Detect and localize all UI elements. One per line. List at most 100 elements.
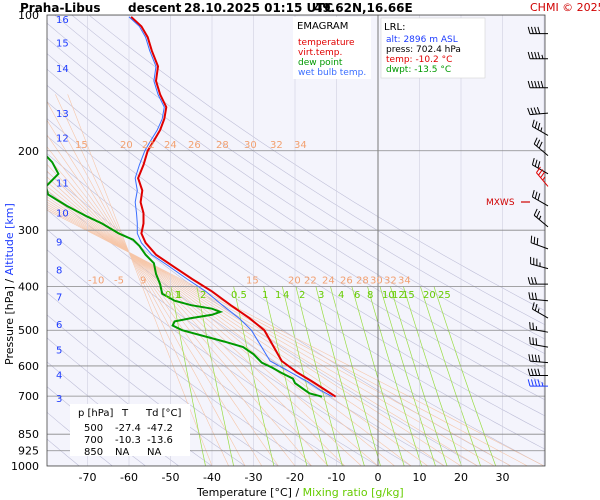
- barb-flag: [530, 368, 534, 376]
- barb-flag: [537, 26, 541, 34]
- table-cell: -47.2: [147, 423, 173, 434]
- y-axis-altitude-label: Altitude [km]: [3, 203, 16, 275]
- altitude-tick-label: 14: [56, 64, 69, 75]
- barb-flag: [530, 379, 534, 387]
- mixing-ratio-label: 15: [402, 290, 415, 301]
- barb-flag: [527, 26, 531, 34]
- pressure-tick-label: 400: [18, 281, 39, 294]
- wind-barb: [527, 107, 549, 116]
- table-cell: NA: [147, 447, 161, 458]
- table-cell: 700: [84, 435, 103, 446]
- table-cell: NA: [115, 447, 129, 458]
- moist-adiabat: [47, 186, 395, 466]
- table-cell: 500: [84, 423, 103, 434]
- barb-flag: [537, 122, 541, 130]
- isotherm-label: 26: [340, 276, 353, 287]
- moist-adiabat: [47, 119, 263, 466]
- wind-barb: [531, 302, 549, 319]
- barb-flag: [538, 141, 543, 149]
- wind-barb: [527, 51, 548, 60]
- header-datetime: 28.10.2025 01:15 UTC: [184, 1, 333, 15]
- wind-barb: [530, 256, 549, 270]
- altitude-tick-label: 16: [56, 15, 69, 26]
- barb-flag: [528, 292, 531, 300]
- moist-adiabat: [47, 199, 462, 466]
- isotherm-label: 32: [270, 140, 283, 151]
- moist-adiabat: [67, 94, 213, 466]
- dry-adiabat: [47, 84, 545, 417]
- wind-barb: [529, 336, 549, 348]
- moist-adiabat: [47, 134, 279, 466]
- table-cell: 850: [84, 447, 103, 458]
- barb-flag: [534, 51, 537, 59]
- barb-flag: [530, 26, 534, 34]
- mixing-ratio-label: 10: [382, 290, 395, 301]
- barb-flag: [530, 277, 534, 285]
- moist-adiabat: [47, 193, 428, 466]
- isotherm-label: 28: [216, 140, 229, 151]
- series-dew-point: [47, 155, 323, 398]
- barb-flag: [531, 189, 535, 198]
- isotherm-label: 22: [142, 140, 155, 151]
- isotherm-label: 24: [164, 140, 177, 151]
- barb-flag: [534, 26, 537, 34]
- legend-item: wet bulb temp.: [298, 68, 366, 78]
- barb-flag: [536, 237, 539, 245]
- x-axis-separator: /: [295, 486, 299, 499]
- wind-barb: [533, 208, 549, 228]
- moist-adiabat: [47, 206, 511, 466]
- barb-flag: [533, 107, 537, 115]
- wind-barb: [528, 292, 549, 302]
- barb-half-flag: [538, 215, 542, 220]
- isotherm-label: 24: [322, 276, 335, 287]
- isotherm-label: 32: [384, 276, 397, 287]
- mxws-label: MXWS: [486, 198, 515, 208]
- temperature-tick-label: -60: [120, 471, 138, 484]
- barb-flag: [533, 236, 536, 244]
- temperature-tick-label: 0: [375, 471, 382, 484]
- series-wet-bulb-temp-: [128, 16, 333, 398]
- isotherm-label: 34: [398, 276, 411, 287]
- temperature-tick-label: -50: [162, 471, 180, 484]
- header-coords: 49.62N,16.66E: [314, 1, 413, 15]
- pressure-tick-label: 925: [18, 445, 39, 458]
- altitude-tick-label: 8: [56, 266, 62, 277]
- barb-half-flag: [542, 176, 546, 181]
- moist-adiabat: [47, 209, 545, 466]
- altitude-tick-label: 6: [56, 320, 62, 331]
- isotherm-label: 30: [244, 140, 257, 151]
- barb-flag: [527, 379, 531, 387]
- isotherm-label: -5: [114, 276, 124, 287]
- mixing-ratio-label: 1: [176, 290, 182, 301]
- isotherm-label: 15: [75, 140, 88, 151]
- temperature-tick-label: -20: [286, 471, 304, 484]
- barb-flag: [531, 119, 535, 127]
- barb-flag: [537, 379, 541, 387]
- wind-barb: [529, 322, 549, 333]
- barb-flag: [535, 338, 538, 346]
- barb-flag: [527, 51, 531, 59]
- legend-item: temperature: [298, 38, 355, 48]
- barb-flag: [530, 80, 534, 88]
- temperature-tick-label: 10: [413, 471, 427, 484]
- mixing-ratio-label: 20: [423, 290, 436, 301]
- table-header: Td [°C]: [145, 408, 182, 419]
- header-station: Praha-Libus: [20, 1, 100, 15]
- mixing-ratio-label: 2: [200, 290, 206, 301]
- mixing-ratio-label: 2: [299, 290, 305, 301]
- plot-background: [47, 15, 545, 466]
- mixing-ratio-label: 1: [275, 290, 281, 301]
- dry-adiabat: [54, 15, 545, 340]
- barb-flag: [534, 121, 538, 129]
- altitude-tick-label: 10: [56, 208, 69, 219]
- altitude-tick-label: 3: [56, 394, 62, 405]
- legend-title: EMAGRAM: [297, 21, 348, 32]
- lrl-title: LRL:: [384, 22, 405, 33]
- lrl-line: temp: -10.2 °C: [386, 55, 452, 65]
- y-axis-separator: /: [3, 279, 16, 283]
- x-axis-temperature-label: Temperature [°C]: [196, 486, 292, 499]
- series-temperature: [130, 16, 337, 398]
- barb-half-flag: [537, 308, 540, 313]
- wind-barbs: [527, 26, 549, 387]
